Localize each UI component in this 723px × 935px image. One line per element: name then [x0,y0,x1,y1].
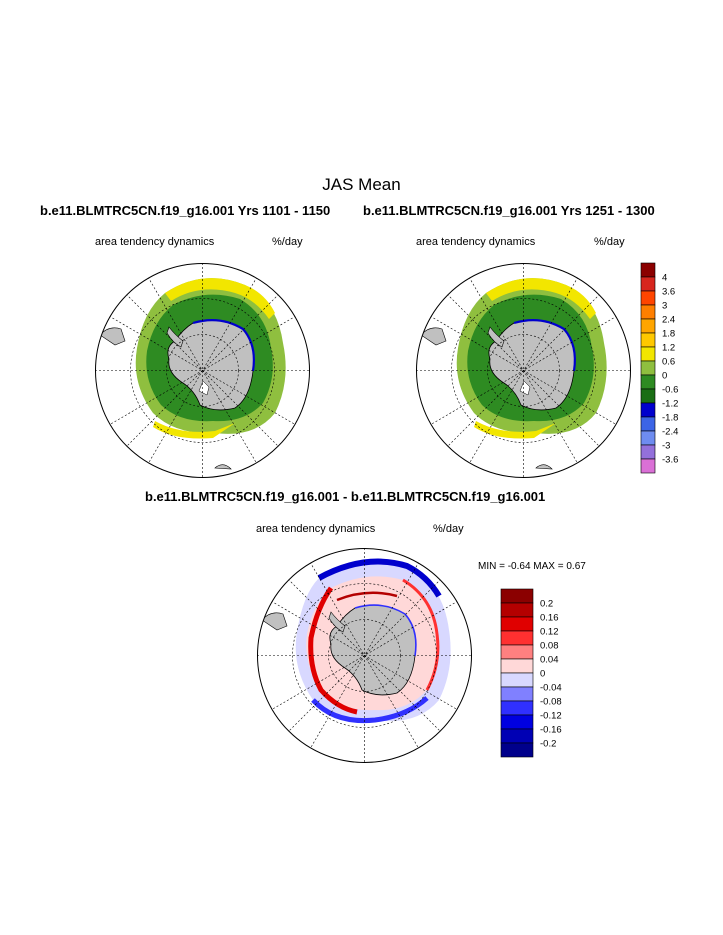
colorbar-diff-swatch [500,658,534,674]
colorbar-diff-swatch [500,700,534,716]
colorbar-top-swatch [640,290,656,306]
colorbar-top-label: 0.6 [662,357,675,368]
colorbar-diff-swatch [500,672,534,688]
colorbar-diff-label: -0.04 [540,683,562,694]
colorbar-top-swatch [640,332,656,348]
colorbar-top-swatch [640,346,656,362]
colorbar-top-label: 0 [662,371,667,382]
colorbar-top-label: -1.2 [662,399,678,410]
colorbar-top: 4 3.6 3 2.4 1.8 1.2 0.6 0 -0.6 -1.2 -1.8 -2.4 -3 -3.6 [640,262,678,474]
colorbar-top-label: -3.6 [662,455,678,466]
colorbar-top-label: 4 [662,273,667,284]
panel-3-title: b.e11.BLMTRC5CN.f19_g16.001 - b.e11.BLMT… [145,489,546,504]
colorbar-diff-label: 0.2 [540,599,553,610]
colorbar-diff: 0.2 0.16 0.12 0.08 0.04 0 -0.04 -0.08 -0.12 -0.16… [500,588,562,758]
colorbar-diff-label: 0.08 [540,641,559,652]
main-title: JAS Mean [322,175,401,194]
panel-1-units-label: %/day [272,236,303,248]
colorbar-top-label: -1.8 [662,413,678,424]
polar-map-1 [95,263,310,478]
colorbar-top-swatch [640,416,656,432]
colorbar-top-label: 2.4 [662,315,675,326]
colorbar-diff-label: -0.08 [540,697,562,708]
panel-1-variable-label: area tendency dynamics [95,236,215,248]
colorbar-top-swatch [640,304,656,320]
panel-1-title: b.e11.BLMTRC5CN.f19_g16.001 Yrs 1101 - 1… [40,203,331,218]
colorbar-diff-label: -0.12 [540,711,562,722]
colorbar-diff-swatch [500,644,534,660]
colorbar-top-swatch [640,276,656,292]
coast-edge-blue [192,318,255,372]
colorbar-top-swatch [640,262,656,278]
colorbar-diff-swatch [500,714,534,730]
colorbar-top-swatch [640,444,656,460]
colorbar-top-label: 3 [662,301,667,312]
colorbar-diff-swatch [500,588,534,604]
sea-ice-edge-yellow [486,278,596,319]
colorbar-diff-swatch [500,602,534,618]
colorbar-diff-swatch [500,742,534,758]
colorbar-top-swatch [640,402,656,418]
colorbar-top-swatch [640,430,656,446]
colorbar-diff-label: 0.04 [540,655,559,666]
colorbar-top-label: 1.8 [662,329,675,340]
polar-map-2 [416,263,631,478]
panel-3-units-label: %/day [433,523,464,535]
colorbar-top-swatch [640,458,656,474]
panel-2-title: b.e11.BLMTRC5CN.f19_g16.001 Yrs 1251 - 1… [363,203,655,218]
coast-edge-blue [513,318,576,372]
colorbar-top-label: -0.6 [662,385,678,396]
colorbar-top-label: 1.2 [662,343,675,354]
colorbar-top-swatch [640,360,656,376]
colorbar-diff-label: -0.16 [540,725,562,736]
panel-2-variable-label: area tendency dynamics [416,236,536,248]
colorbar-diff-label: 0.16 [540,613,559,624]
colorbar-diff-swatch [500,616,534,632]
colorbar-diff-label: 0.12 [540,627,559,638]
colorbar-diff-swatch [500,686,534,702]
colorbar-top-label: -2.4 [662,427,678,438]
colorbar-diff-swatch [500,630,534,646]
panel-2-units-label: %/day [594,236,625,248]
sea-ice-edge-yellow [165,278,275,319]
colorbar-diff-label: -0.2 [540,739,556,750]
colorbar-diff-swatch [500,728,534,744]
colorbar-top-swatch [640,374,656,390]
colorbar-top-swatch [640,388,656,404]
colorbar-diff-label: 0 [540,669,545,680]
colorbar-top-label: 3.6 [662,287,675,298]
panel-3-variable-label: area tendency dynamics [256,523,376,535]
colorbar-top-swatch [640,318,656,334]
polar-map-diff [257,548,472,763]
panel-3-minmax: MIN = -0.64 MAX = 0.67 [478,561,586,572]
colorbar-top-label: -3 [662,441,670,452]
